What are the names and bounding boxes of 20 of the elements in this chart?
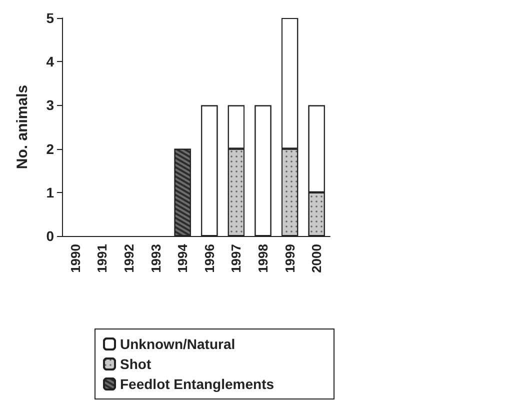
x-tick-label: 1997 bbox=[228, 244, 244, 273]
x-tick-label: 1996 bbox=[202, 244, 217, 273]
x-tick-label: 2000 bbox=[309, 244, 324, 273]
x-tick-label: 1990 bbox=[68, 244, 83, 273]
legend-label: Unknown/Natural bbox=[120, 336, 236, 352]
y-tick-label: 5 bbox=[46, 10, 54, 26]
y-axis-title: No. animals bbox=[14, 84, 31, 170]
y-tick-label: 3 bbox=[46, 97, 54, 114]
x-tick-label: 1998 bbox=[256, 244, 270, 273]
y-tick-label: 4 bbox=[46, 54, 54, 70]
legend-label: Feedlot Entanglements bbox=[120, 376, 274, 392]
y-tick-label: 2 bbox=[46, 140, 54, 157]
y-tick-label: 1 bbox=[46, 184, 54, 200]
y-tick-label: 0 bbox=[46, 228, 54, 244]
x-tick-label: 1992 bbox=[122, 244, 136, 273]
x-tick-label: 1993 bbox=[148, 244, 164, 273]
x-tick-label: 1991 bbox=[94, 244, 110, 273]
legend-label: Shot bbox=[120, 356, 152, 372]
x-tick-label: 1999 bbox=[282, 244, 298, 273]
x-tick-label: 1994 bbox=[175, 243, 190, 273]
